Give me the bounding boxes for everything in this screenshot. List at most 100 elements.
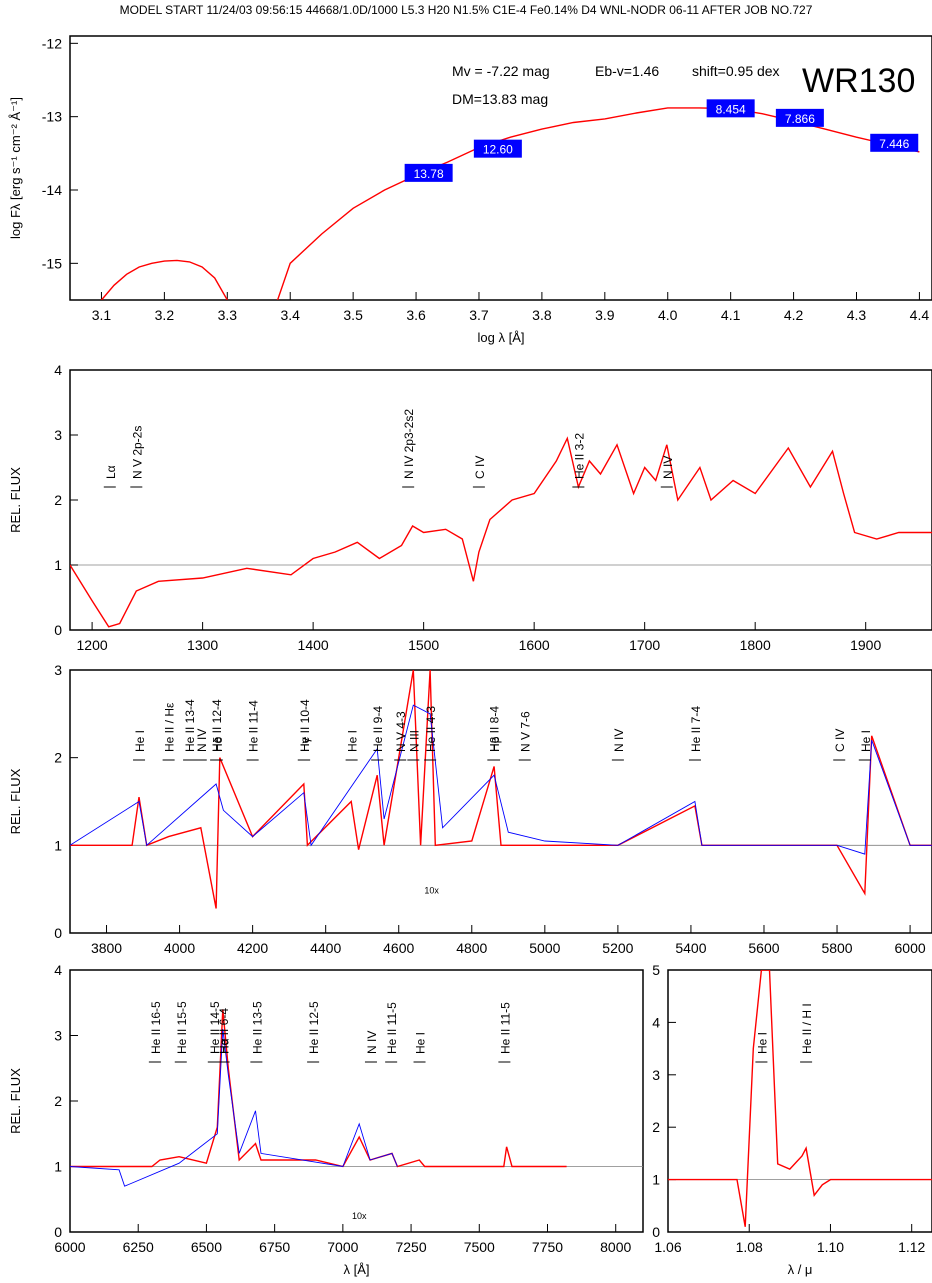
- line-id-label: N V 4-3: [394, 711, 408, 752]
- red-ytick-label: 2: [54, 1093, 62, 1109]
- red-xtick-label: 6250: [123, 1239, 154, 1255]
- red-xtick-label: 7500: [464, 1239, 495, 1255]
- sed-xtick-label: 3.6: [406, 307, 426, 323]
- optical-ytick-label: 1: [54, 837, 62, 853]
- sed-xtick-label: 4.4: [910, 307, 930, 323]
- photometry-box: [870, 133, 919, 152]
- line-id-label: He I: [133, 730, 147, 752]
- photometry-box: [775, 108, 824, 127]
- sed-ylabel: log Fλ [erg s⁻¹ cm⁻² Å⁻¹]: [8, 97, 23, 239]
- line-id-label: He II 7-4: [689, 706, 703, 752]
- mv-annotation: Mv = -7.22 mag: [452, 63, 550, 79]
- line-id-label: C IV: [473, 456, 487, 479]
- sed-xtick-label: 3.3: [218, 307, 238, 323]
- sed-xtick-label: 3.2: [155, 307, 175, 323]
- photometry-box: [404, 163, 453, 182]
- line-id-label: N V 7-6: [519, 711, 533, 752]
- optical-xtick-label: 4800: [456, 940, 487, 956]
- red-xtick-label: 7000: [327, 1239, 358, 1255]
- red-xtick-label: 8000: [600, 1239, 631, 1255]
- uv-xtick-label: 1400: [298, 637, 329, 653]
- photometry-box: [706, 99, 755, 118]
- optical-xtick-label: 5800: [821, 940, 852, 956]
- optical-inset-label: 10x: [424, 886, 439, 896]
- line-id-label: He II 13-5: [250, 1001, 264, 1054]
- line-id-label: Hα: [218, 1038, 232, 1054]
- optical-ytick-label: 3: [54, 662, 62, 678]
- optical-xtick-label: 4600: [383, 940, 414, 956]
- red-xlabel: λ [Å]: [343, 1262, 369, 1277]
- line-id-label: He II 14-5: [208, 1001, 222, 1054]
- optical-xtick-label: 6000: [895, 940, 926, 956]
- sed-xtick-label: 3.4: [280, 307, 300, 323]
- dm-annotation: DM=13.83 mag: [452, 91, 548, 107]
- sed-xlabel: log λ [Å]: [478, 330, 525, 345]
- optical-frame: [69, 669, 932, 934]
- shift-annotation: shift=0.95 dex: [692, 63, 780, 79]
- sed-series-model-continuum: [276, 107, 920, 300]
- line-id-label: He II 4-3: [424, 706, 438, 752]
- line-id-label: He II 11-4: [247, 700, 261, 752]
- line-id-label: He II 6-4: [217, 1008, 231, 1054]
- red-ylabel: REL. FLUX: [8, 1068, 23, 1134]
- line-id-label: He I: [414, 1032, 428, 1054]
- optical-xtick-label: 5200: [602, 940, 633, 956]
- ir-ytick-label: 4: [652, 1014, 660, 1030]
- ir-ytick-label: 0: [652, 1224, 660, 1240]
- sed-xtick-label: 3.8: [532, 307, 552, 323]
- uv-xtick-label: 1800: [740, 637, 771, 653]
- ir-xlabel: λ / μ: [788, 1262, 813, 1277]
- optical-xtick-label: 4200: [237, 940, 268, 956]
- red-inset-label: 10x: [352, 1211, 367, 1221]
- red-ytick-label: 3: [54, 1028, 62, 1044]
- line-id-label: He II 11-5: [498, 1002, 512, 1054]
- sed-series-model-uv-bump: [100, 259, 228, 300]
- uv-panel: 1200 1300 1400 1500 1600 1700 1800 1900 0 1 2 3 4 REL…: [8, 362, 932, 653]
- line-id-label: He II / Hε: [163, 702, 177, 752]
- line-id-label: He II 12-5: [307, 1001, 321, 1054]
- uv-xtick-label: 1500: [408, 637, 439, 653]
- photometry-label: 8.454: [716, 102, 746, 116]
- uv-ytick-label: 0: [54, 622, 62, 638]
- uv-ytick-label: 3: [54, 427, 62, 443]
- sed-xtick-label: 3.1: [92, 307, 112, 323]
- optical-ytick-label: 0: [54, 925, 62, 941]
- optical-xtick-label: 5400: [675, 940, 706, 956]
- ir-ytick-label: 2: [652, 1119, 660, 1135]
- sed-xtick-label: 4.1: [721, 307, 741, 323]
- photometry-label: 12.60: [483, 143, 513, 157]
- sed-ytick-label: -13: [42, 109, 62, 125]
- red-ytick-label: 0: [54, 1224, 62, 1240]
- line-id-label: He I: [755, 1032, 769, 1054]
- optical-series-observed: [70, 704, 932, 855]
- red-xtick-label: 7250: [395, 1239, 426, 1255]
- optical-series-model: [70, 670, 932, 909]
- sed-panel: 3.1 3.2 3.3 3.4 3.5 3.6 3.7 3.8 3.9 4.0 4.1 4.2 4.3 4…: [8, 35, 932, 345]
- uv-series-model: [70, 436, 932, 628]
- ir-panel: 1.06 1.08 1.10 1.12 0 1 2 3 4 5 λ / μ He I He II / H…: [652, 962, 932, 1277]
- line-id-label: N IV: [612, 729, 626, 752]
- ebv-annotation: Eb-v=1.46: [595, 63, 659, 79]
- red-ytick-label: 1: [54, 1159, 62, 1175]
- line-id-label: He II 13-4: [183, 699, 197, 752]
- ir-xtick-label: 1.12: [898, 1239, 925, 1255]
- ir-frame: [667, 969, 932, 1233]
- line-id-label: C IV: [833, 729, 847, 752]
- uv-xtick-label: 1600: [519, 637, 550, 653]
- ir-ytick-label: 5: [652, 962, 660, 978]
- line-id-label: N IV: [195, 729, 209, 752]
- line-id-label: He II 8-4: [487, 706, 501, 752]
- optical-xtick-label: 4000: [164, 940, 195, 956]
- photometry-box: [473, 139, 522, 158]
- uv-xtick-label: 1300: [187, 637, 218, 653]
- line-id-label: Hβ: [488, 736, 502, 752]
- optical-ytick-label: 2: [54, 750, 62, 766]
- line-id-label: N V 2p-2s: [130, 426, 144, 479]
- photometry-label: 13.78: [414, 167, 444, 181]
- optical-xtick-label: 5600: [748, 940, 779, 956]
- ir-xtick-label: 1.08: [736, 1239, 763, 1255]
- uv-frame: [69, 369, 932, 631]
- optical-xtick-label: 4400: [310, 940, 341, 956]
- sed-xtick-label: 4.0: [658, 307, 678, 323]
